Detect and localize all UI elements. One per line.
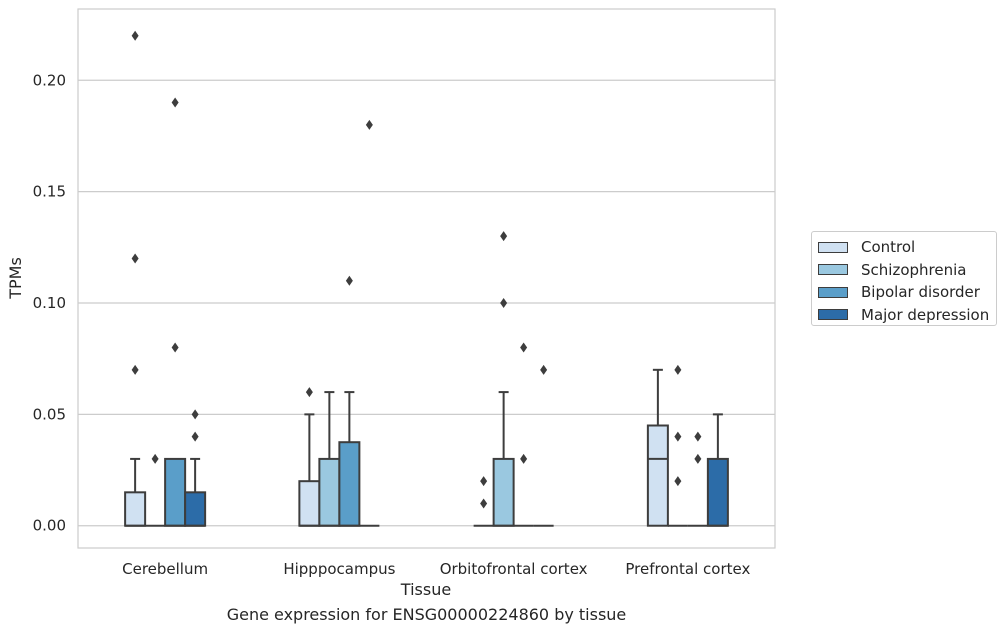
legend-label: Major depression — [861, 305, 990, 324]
box-bipolar-disorder — [164, 97, 187, 527]
outlier-point — [500, 298, 508, 308]
legend-label: Control — [861, 238, 916, 257]
box-schizophrenia — [145, 453, 166, 527]
legend-swatch — [818, 241, 848, 253]
outlier-point — [131, 30, 139, 41]
y-tick-label: 0.15 — [33, 183, 66, 201]
outlier-point — [480, 498, 488, 509]
box-rect — [298, 480, 321, 527]
box-rect — [338, 441, 361, 527]
box-rect — [318, 457, 341, 527]
y-tick-label: 0.10 — [33, 294, 66, 312]
outlier-point — [131, 253, 139, 264]
outlier-point — [674, 431, 682, 442]
box-control — [473, 476, 494, 527]
outlier-point — [520, 453, 528, 464]
box-major-depression — [706, 413, 729, 527]
legend-swatch — [818, 286, 848, 298]
outlier-point — [540, 364, 548, 375]
box-major-depression — [359, 119, 380, 527]
y-tick-label: 0.20 — [33, 71, 66, 89]
box-control — [646, 368, 669, 527]
outlier-point — [480, 476, 488, 487]
box-control — [124, 30, 147, 527]
legend-label: Bipolar disorder — [861, 283, 980, 302]
outlier-point — [191, 431, 199, 442]
box-bipolar-disorder — [338, 275, 361, 527]
legend-swatch — [818, 264, 848, 276]
x-tick-label: Cerebellum — [122, 560, 208, 578]
x-axis-label: Tissue — [400, 580, 451, 599]
outlier-point — [500, 231, 508, 242]
outlier-point — [345, 275, 353, 286]
outlier-point — [674, 364, 682, 375]
x-tick-label: Prefrontal cortex — [625, 560, 750, 578]
box-rect — [492, 457, 515, 527]
outlier-point — [171, 342, 179, 353]
box-rect — [706, 457, 729, 527]
x-tick-label: Hipppocampus — [283, 560, 395, 578]
legend-entry: Control — [818, 236, 996, 259]
outlier-point — [694, 453, 702, 464]
legend-label: Schizophrenia — [861, 260, 967, 279]
legend: Control Schizophrenia Bipolar disorder Majo… — [811, 231, 997, 326]
y-tick-label: 0.05 — [33, 405, 66, 423]
box-rect — [646, 424, 669, 527]
legend-entry: Bipolar disorder — [818, 281, 996, 304]
box-bipolar-disorder — [513, 342, 534, 527]
y-tick-labels: 0.00 0.05 0.10 0.15 0.20 — [33, 71, 66, 534]
outlier-point — [191, 409, 199, 420]
y-axis-label: TPMs — [6, 257, 25, 300]
box-rect — [124, 491, 147, 527]
box-rect — [164, 457, 187, 527]
outlier-point — [171, 97, 179, 108]
figure-caption: Gene expression for ENSG00000224860 by t… — [226, 605, 627, 624]
box-schizophrenia — [318, 391, 341, 527]
legend-swatch — [818, 309, 848, 321]
outlier-point — [305, 387, 313, 398]
outlier-point — [151, 453, 159, 464]
box-bipolar-disorder — [687, 431, 708, 527]
outlier-point — [131, 364, 139, 375]
box-schizophrenia — [667, 364, 688, 527]
box-rect — [184, 491, 207, 527]
x-tick-labels: Cerebellum Hipppocampus Orbitofrontal cort… — [122, 560, 750, 578]
outlier-point — [674, 476, 682, 487]
outlier-point — [694, 431, 702, 442]
legend-entry: Major depression — [818, 304, 996, 327]
box-control — [298, 387, 321, 527]
outlier-point — [520, 342, 528, 353]
outlier-point — [365, 119, 373, 130]
y-tick-label: 0.00 — [33, 517, 66, 535]
box-major-depression — [533, 364, 554, 527]
box-major-depression — [184, 409, 207, 527]
x-tick-label: Orbitofrontal cortex — [440, 560, 588, 578]
legend-entry: Schizophrenia — [818, 259, 996, 282]
boxes — [124, 30, 729, 527]
box-schizophrenia — [492, 231, 515, 527]
plot-frame — [77, 8, 776, 549]
